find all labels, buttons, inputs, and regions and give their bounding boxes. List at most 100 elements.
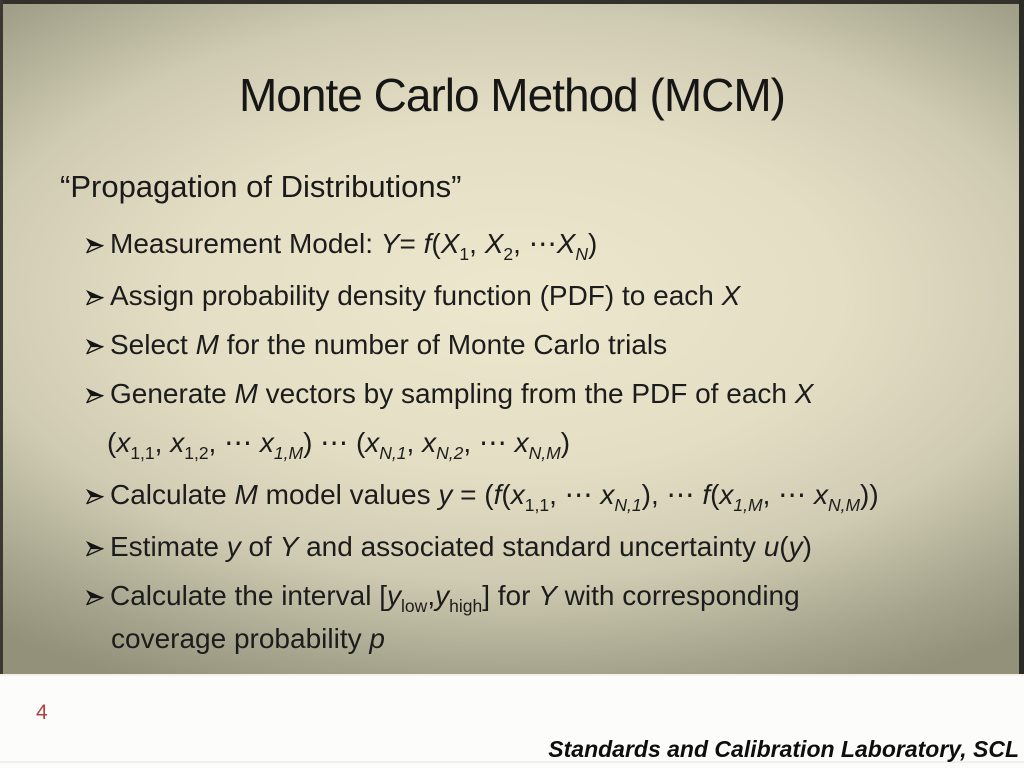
slide-subtitle: “Propagation of Distributions” (60, 169, 462, 204)
bullet-item: Calculate the interval [ylow,yhigh] for … (85, 576, 1004, 659)
bullet-text-segment: 2 (503, 244, 514, 264)
bullet-item: Generate M vectors by sampling from the … (85, 374, 1004, 414)
bullet-text-segment: f (702, 479, 711, 510)
bullet-text-segment: M (234, 378, 258, 409)
bullet-text-segment: f (493, 479, 502, 510)
bullet-text-segment: ) (560, 427, 571, 458)
bullet-text-segment: x (600, 479, 615, 510)
bullet-text-segment: )) (860, 479, 879, 510)
bullet-text-segment: ) ⋯ ( (303, 427, 366, 458)
bullet-text-segment: x (365, 427, 380, 458)
bullet-text-segment: ] for (482, 580, 539, 611)
bullet-text-segment: N,1 (379, 443, 407, 463)
bullet-text-segment: N (575, 244, 589, 264)
bullet-text-segment: ), ⋯ (641, 479, 703, 510)
bullet-item: Calculate M model values y = (f(x1,1, ⋯ … (85, 475, 1004, 518)
bullet-text-segment: Y (380, 228, 400, 259)
arrowhead-bullet-icon (86, 589, 104, 606)
bullet-text-segment: X (721, 280, 741, 311)
bullet-text-segment: 1,1 (524, 495, 550, 515)
bullet-text-segment: 1,1 (130, 443, 155, 463)
bullet-text-segment: ( (710, 479, 720, 510)
bullet-text-segment: ) (802, 531, 812, 562)
bullet-text-segment: ) (588, 228, 598, 259)
bullet-text-segment: y (226, 531, 241, 562)
bullet-text-segment: x (116, 427, 131, 458)
bullet-text-segment: , ⋯ (463, 427, 515, 458)
bullet-text-segment: , (406, 427, 423, 458)
bullet-item: Select M for the number of Monte Carlo t… (85, 325, 1004, 365)
bullet-text-segment: low (401, 596, 428, 616)
bullet-text-segment: , ⋯ (513, 228, 557, 259)
bullet-text-segment: y (435, 580, 450, 611)
bullet-text-segment: of (240, 531, 280, 562)
bullet-text-segment: N,2 (436, 443, 464, 463)
bullet-list: Measurement Model: Y= f(X1, X2, ⋯XN) Ass… (85, 224, 1004, 659)
slide-frame-left (0, 0, 3, 674)
bullet-text-segment: X (794, 378, 814, 409)
bullet-text-segment: x (719, 479, 734, 510)
bullet-text-segment: model values (257, 479, 439, 510)
bullet-text-segment: = (399, 228, 424, 259)
bullet-text-segment: Generate (110, 378, 235, 409)
footer-credit: Standards and Calibration Laboratory, SC… (548, 736, 1019, 762)
bullet-text-segment: = ( (452, 479, 494, 510)
bullet-text-segment: x (510, 479, 525, 510)
bullet-text-segment: X (484, 228, 504, 259)
bullet-text-segment: , (427, 580, 436, 611)
slide-body: “Propagation of Distributions” Measureme… (60, 168, 1004, 668)
bullet-text-segment: and associated standard uncertainty (298, 531, 764, 562)
arrowhead-bullet-icon (86, 338, 104, 355)
bullet-text-segment: ( (107, 427, 117, 458)
slide-background (0, 0, 1024, 674)
bullet-text-segment: Estimate (110, 531, 227, 562)
footer-band (0, 674, 1024, 768)
bullet-text-segment: ( (501, 479, 511, 510)
bullet-text-segment: x (259, 427, 274, 458)
bullet-text-segment: x (813, 479, 828, 510)
bullet-text-segment: X (440, 228, 460, 259)
bullet-text-segment: N,M (528, 443, 561, 463)
bullet-item: Measurement Model: Y= f(X1, X2, ⋯XN) (85, 224, 1004, 267)
arrowhead-bullet-icon (86, 540, 104, 557)
bullet-text-segment: 1,M (733, 495, 763, 515)
arrowhead-bullet-icon (86, 387, 104, 404)
bullet-text-segment: ( (431, 228, 441, 259)
bullet-text-segment: Select (110, 329, 196, 360)
bullet-text-segment: vectors by sampling from the PDF of each (257, 378, 795, 409)
bullet-text-segment: , ⋯ (208, 427, 260, 458)
bullet-text-segment: 1,2 (184, 443, 209, 463)
bullet-item: Assign probability density function (PDF… (85, 276, 1004, 316)
arrowhead-bullet-icon (86, 289, 104, 306)
bullet-text-segment: y (788, 531, 803, 562)
bullet-continuation-line: (x1,1, x1,2, ⋯ x1,M) ⋯ (xN,1, xN,2, ⋯ xN… (85, 423, 1004, 466)
bullet-text-segment: , ⋯ (762, 479, 814, 510)
bullet-text-segment: Calculate (110, 479, 235, 510)
slide-frame-right (1019, 0, 1024, 674)
bullet-text-segment: Y (538, 580, 557, 611)
bullet-text-segment: 1 (459, 244, 470, 264)
bullet-text-segment: coverage probability (111, 623, 370, 654)
arrowhead-bullet-icon (86, 488, 104, 505)
bullet-text-segment: x (422, 427, 437, 458)
slide-frame-top (0, 0, 1024, 4)
bullet-text-segment: u (763, 531, 780, 562)
arrowhead-bullet-icon (86, 237, 104, 254)
bullet-text-segment: Calculate the interval [ (110, 580, 388, 611)
bullet-text-segment: ( (779, 531, 789, 562)
bullet-text-segment: , (469, 228, 485, 259)
bullet-item: Estimate y of Y and associated standard … (85, 527, 1004, 567)
bullet-text-segment: 1,M (273, 443, 304, 463)
bullet-text-segment: x (170, 427, 185, 458)
bullet-text-segment: , ⋯ (549, 479, 601, 510)
bullet-text-segment: N,M (827, 495, 861, 515)
bullet-text-segment: for the number of Monte Carlo trials (218, 329, 668, 360)
bullet-text-segment: with corresponding (556, 580, 800, 611)
bullet-text-segment: Measurement Model: (110, 228, 381, 259)
bullet-text-segment: M (195, 329, 219, 360)
slide-title: Monte Carlo Method (MCM) (238, 69, 786, 121)
bullet-text-segment: y (387, 580, 402, 611)
bullet-text-segment: N,1 (614, 495, 642, 515)
bullet-text-segment: y (438, 479, 453, 510)
